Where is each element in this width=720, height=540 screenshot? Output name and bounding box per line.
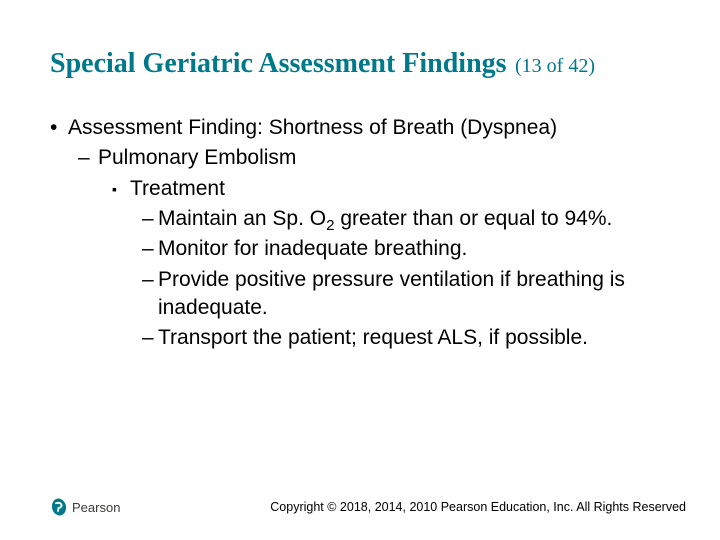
copyright-text: Copyright © 2018, 2014, 2010 Pearson Edu… xyxy=(270,500,686,514)
bullet-lvl4-pre: Monitor for inadequate breathing. xyxy=(158,237,467,260)
bullet-lvl4-pre: Provide positive pressure ventilation if… xyxy=(158,268,625,319)
bullet-lvl4: Monitor for inadequate breathing. xyxy=(50,235,670,263)
slide-counter: (13 of 42) xyxy=(515,55,595,77)
slide: Special Geriatric Assessment Findings (1… xyxy=(0,0,720,540)
bullet-lvl2: Pulmonary Embolism xyxy=(50,144,670,172)
slide-content: Assessment Finding: Shortness of Breath … xyxy=(50,114,670,353)
bullet-lvl4: Provide positive pressure ventilation if… xyxy=(50,266,670,323)
bullet-lvl3: Treatment xyxy=(50,175,670,203)
slide-title-row: Special Geriatric Assessment Findings (1… xyxy=(50,48,670,80)
bullet-lvl4-pre: Maintain an Sp. O xyxy=(158,207,326,230)
slide-footer: Pearson Copyright © 2018, 2014, 2010 Pea… xyxy=(50,498,686,516)
bullet-lvl4-post: greater than or equal to 94%. xyxy=(335,207,613,230)
bullet-lvl2-text: Pulmonary Embolism xyxy=(98,146,296,169)
bullet-lvl4-pre: Transport the patient; request ALS, if p… xyxy=(158,326,588,349)
publisher-logo: Pearson xyxy=(50,498,120,516)
publisher-logo-text: Pearson xyxy=(72,500,120,515)
pearson-logo-icon xyxy=(50,498,68,516)
bullet-lvl4: Transport the patient; request ALS, if p… xyxy=(50,324,670,352)
bullet-lvl1-text: Assessment Finding: Shortness of Breath … xyxy=(68,116,557,139)
bullet-lvl4-sub: 2 xyxy=(326,217,334,234)
bullet-lvl1: Assessment Finding: Shortness of Breath … xyxy=(50,114,670,142)
bullet-lvl3-text: Treatment xyxy=(130,177,225,200)
slide-title: Special Geriatric Assessment Findings xyxy=(50,48,507,79)
bullet-lvl4: Maintain an Sp. O2 greater than or equal… xyxy=(50,205,670,233)
